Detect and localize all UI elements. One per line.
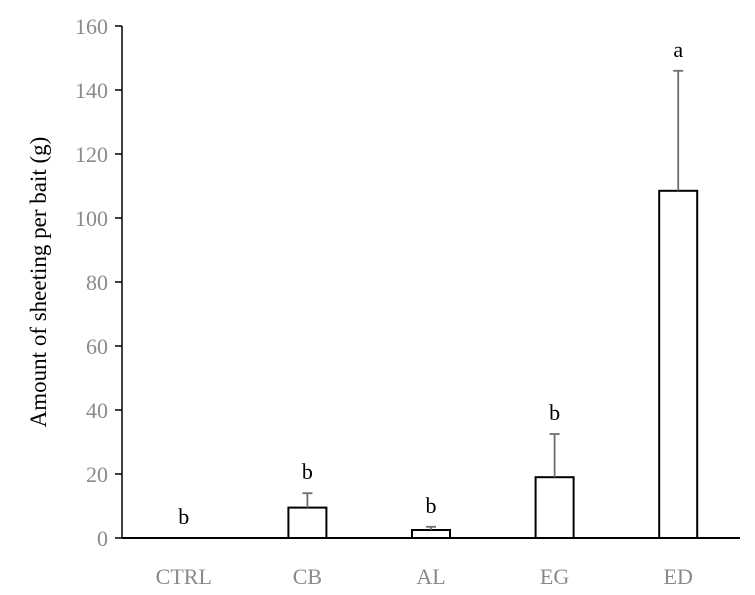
y-tick-label: 20: [86, 462, 108, 487]
x-tick-label-ctrl: CTRL: [156, 564, 212, 589]
plot-area: 0 20 40 60 80 100 120 140 160 b CTRL b CB b AL b EG a ED: [75, 14, 740, 589]
significance-label-al: b: [426, 493, 437, 518]
y-tick-label: 140: [75, 78, 108, 103]
y-tick-label: 120: [75, 142, 108, 167]
significance-label-ed: a: [673, 37, 683, 62]
x-tick-label-eg: EG: [540, 564, 569, 589]
y-axis-label: Amount of sheeting per bait (g): [26, 137, 51, 428]
x-tick-label-al: AL: [416, 564, 445, 589]
y-tick-label: 60: [86, 334, 108, 359]
y-tick-label: 160: [75, 14, 108, 39]
y-tick-label: 0: [97, 526, 108, 551]
significance-label-eg: b: [549, 400, 560, 425]
significance-label-cb: b: [302, 459, 313, 484]
y-tick-label: 40: [86, 398, 108, 423]
x-tick-label-cb: CB: [293, 564, 322, 589]
bar-ed: [659, 191, 697, 538]
y-tick-label: 100: [75, 206, 108, 231]
bar-eg: [536, 477, 574, 538]
bar-al: [412, 530, 450, 538]
y-tick-label: 80: [86, 270, 108, 295]
significance-label-ctrl: b: [178, 504, 189, 529]
x-tick-label-ed: ED: [664, 564, 693, 589]
bar-cb: [288, 508, 326, 538]
